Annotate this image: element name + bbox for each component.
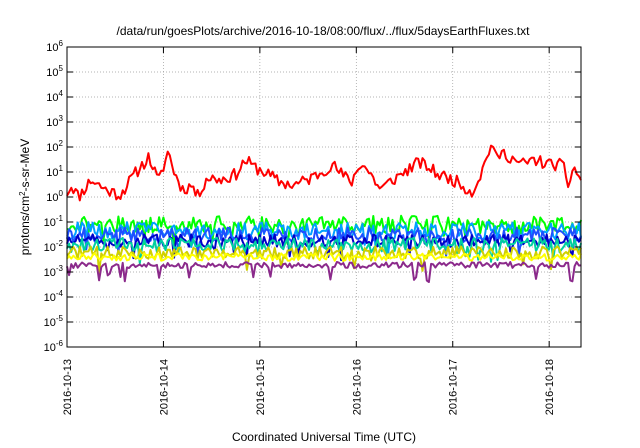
y-tick-label: 105 [46, 64, 63, 79]
series-layer [66, 144, 582, 283]
x-tick-label: 2016-10-13 [62, 359, 74, 415]
x-tick-label: 2016-10-16 [351, 359, 363, 415]
y-axis-label-sup: 2 [18, 191, 27, 196]
y-axis-label-prefix: protons/cm [18, 196, 32, 255]
y-axis-label-suffix: -s-sr-MeV [18, 139, 32, 192]
series-line-2 [66, 214, 582, 248]
y-tick-label: 10-1 [44, 214, 64, 229]
y-tick-label: 10-3 [44, 264, 64, 279]
y-tick-label: 10-4 [44, 289, 64, 304]
series-line-6 [66, 236, 582, 265]
y-tick-label: 10-5 [44, 314, 64, 329]
x-axis-label: Coordinated Universal Time (UTC) [232, 430, 416, 444]
y-tick-label: 106 [46, 39, 63, 54]
x-tick-label: 2016-10-14 [158, 359, 170, 415]
x-axis-ticks: 2016-10-13 2016-10-14 2016-10-15 2016-10-16… [62, 47, 556, 415]
y-tick-label: 104 [46, 89, 63, 104]
y-tick-label: 101 [46, 164, 63, 179]
y-axis-ticks: 10-6 10-5 10-4 10-3 10-2 10-1 100 101 102 103 104 1… [44, 39, 581, 354]
series-line-9 [66, 261, 582, 283]
y-tick-label: 10-2 [44, 239, 64, 254]
x-tick-label: 2016-10-15 [255, 359, 267, 415]
y-axis-label: protons/cm2-s-sr-MeV [18, 139, 33, 255]
x-tick-label: 2016-10-17 [448, 359, 460, 415]
x-tick-label: 2016-10-18 [544, 359, 556, 415]
series-line-3 [66, 221, 582, 254]
series-line-1 [66, 144, 582, 202]
series-line-4 [66, 226, 582, 258]
plot-frame [66, 46, 582, 348]
y-tick-label: 102 [46, 139, 63, 154]
series-line-8 [66, 252, 582, 262]
grid-lines [67, 47, 581, 347]
y-tick-label: 100 [46, 189, 63, 204]
chart-title: /data/run/goesPlots/archive/2016-10-18/0… [117, 24, 531, 38]
series-line-7 [66, 245, 582, 275]
y-tick-label: 10-6 [44, 339, 64, 354]
y-tick-label: 103 [46, 114, 63, 129]
